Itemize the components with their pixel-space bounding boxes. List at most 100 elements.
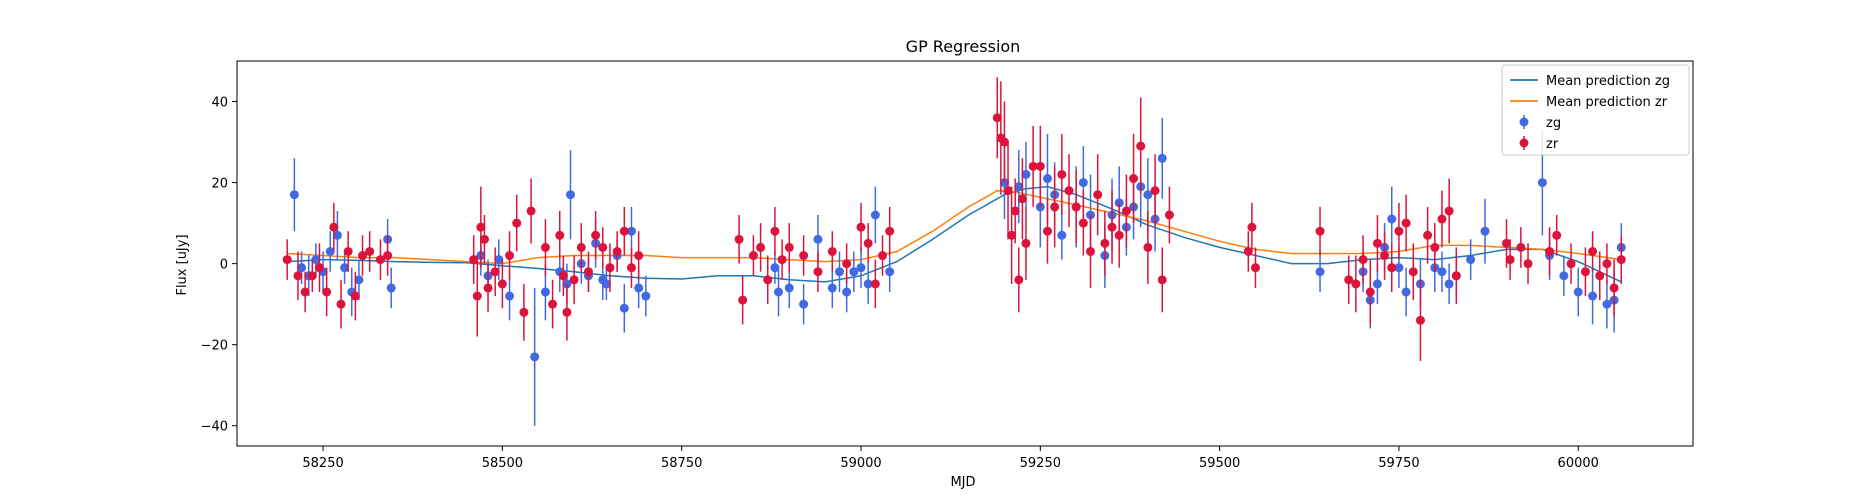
marker (1351, 279, 1361, 289)
marker (634, 251, 644, 261)
marker (1609, 283, 1619, 293)
data-point-zr (350, 271, 360, 321)
marker (641, 291, 651, 301)
marker (583, 267, 593, 277)
data-point-zr (1372, 215, 1382, 272)
marker (1444, 206, 1454, 216)
data-point-zr (1430, 223, 1440, 272)
marker (1003, 186, 1013, 196)
marker (1114, 230, 1124, 240)
data-point-zg (566, 150, 576, 240)
data-point-zg (863, 263, 873, 305)
marker (1250, 263, 1260, 273)
data-point-zr (1505, 239, 1515, 280)
data-point-zr (569, 255, 579, 305)
marker (863, 279, 873, 289)
data-point-zr (1401, 194, 1411, 252)
data-point-zr (598, 227, 608, 268)
data-point-zr (1365, 259, 1375, 325)
data-point-zr (1516, 227, 1526, 268)
marker (1243, 246, 1253, 256)
data-point-zg (1057, 210, 1067, 260)
data-point-zr (558, 255, 568, 297)
y-axis: −40 −20 0 20 40 (201, 96, 237, 435)
marker (1050, 202, 1060, 212)
data-point-zr (1129, 133, 1139, 224)
marker (1150, 186, 1160, 196)
marker (619, 226, 629, 236)
data-point-zr (1042, 198, 1052, 264)
legend-label: Mean prediction zg (1546, 74, 1670, 89)
data-point-zg (1444, 263, 1454, 305)
marker (1010, 206, 1020, 216)
data-point-zr (1050, 166, 1060, 248)
data-point-zr (827, 231, 837, 272)
data-point-zg (1157, 117, 1167, 199)
data-point-zg (1437, 251, 1447, 292)
marker (350, 291, 360, 301)
data-point-zg (885, 251, 895, 292)
data-point-zr (1588, 231, 1598, 272)
data-point-zr (300, 271, 310, 313)
marker (1437, 267, 1447, 277)
marker (598, 242, 608, 252)
data-point-zr (612, 231, 622, 272)
marker (282, 255, 292, 265)
marker (1035, 161, 1045, 171)
marker (1523, 259, 1533, 269)
marker (375, 255, 385, 265)
data-point-zr (1028, 125, 1038, 207)
marker (748, 251, 758, 261)
marker (1028, 161, 1038, 171)
marker (799, 251, 809, 261)
data-point-zr (1114, 202, 1124, 268)
data-point-zr (314, 243, 324, 292)
data-point-zr (1415, 279, 1425, 361)
data-point-zr (770, 206, 780, 256)
legend-label: zr (1546, 137, 1559, 152)
marker (307, 271, 317, 281)
data-point-zg (1573, 267, 1583, 317)
marker (293, 271, 303, 281)
marker (530, 352, 540, 362)
marker (1042, 174, 1052, 184)
y-tick-label: 20 (211, 177, 228, 192)
legend-entry: zr (1519, 136, 1559, 152)
marker (813, 234, 823, 244)
marker (512, 218, 522, 228)
data-point-zg (827, 267, 837, 309)
data-point-zr (1408, 243, 1418, 301)
marker (774, 287, 784, 297)
data-point-zr (734, 215, 744, 264)
marker (558, 271, 568, 281)
data-point-zg (856, 247, 866, 288)
data-point-zr (383, 235, 393, 276)
marker (311, 255, 321, 265)
legend-box (1501, 64, 1690, 156)
data-point-zg (325, 231, 335, 272)
data-point-zr (863, 223, 873, 264)
marker (1537, 178, 1547, 188)
data-point-zr (842, 243, 852, 284)
data-point-zr (1093, 154, 1103, 236)
marker (289, 190, 299, 200)
data-point-zg (1588, 267, 1598, 325)
marker (1372, 238, 1382, 248)
data-point-zg (1559, 255, 1569, 297)
data-point-zr (548, 279, 558, 329)
data-point-zr (1315, 206, 1325, 256)
data-point-zr (784, 223, 794, 272)
data-point-zr (343, 231, 353, 272)
legend-marker-swatch (1519, 138, 1529, 148)
marker (383, 251, 393, 261)
marker (1107, 222, 1117, 232)
data-point-zr (1021, 206, 1031, 280)
marker (1078, 218, 1088, 228)
chart-title: GP Regression (906, 37, 1021, 56)
data-point-zr (1423, 206, 1433, 264)
marker (540, 242, 550, 252)
marker (526, 206, 536, 216)
plot-frame (236, 60, 1694, 447)
data-point-zr (505, 231, 515, 280)
marker (1545, 246, 1555, 256)
